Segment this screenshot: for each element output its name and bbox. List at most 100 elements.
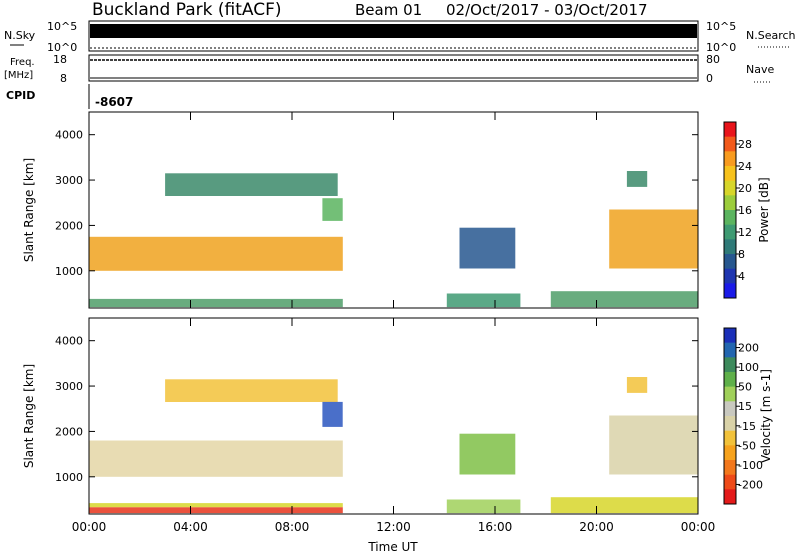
- power-panel-region-6: [550, 291, 698, 308]
- nsearch-tick-bottom: 10^0: [706, 41, 736, 54]
- power-panel-colorbar-seg-0: [724, 122, 736, 137]
- velocity-data-layer: [89, 377, 698, 514]
- station-title: Buckland Park (fitACF): [92, 0, 282, 20]
- cpid-label: CPID: [6, 89, 35, 102]
- power-panel-colorbar-seg-3: [724, 166, 736, 181]
- power-panel-colorbar-seg-1: [724, 136, 736, 152]
- power-panel-frame: [88, 111, 699, 309]
- velocity-panel-region-8: [609, 415, 698, 475]
- velocity-panel-region-0: [89, 507, 343, 514]
- power-panel-cbtick-label-5: 8: [738, 248, 745, 261]
- power-panel-region-1: [89, 236, 343, 271]
- time-x-axis: 00:00 04:00 08:00 12:00 16:00 20:00 00:00: [72, 520, 716, 534]
- velocity-panel-cbtick-label-3: 15: [738, 400, 752, 413]
- nave-tick-top: 80: [706, 53, 720, 66]
- power-panel-cbtick-label-3: 16: [738, 204, 752, 217]
- velocity-panel-ytick-label-2: 3000: [55, 380, 83, 393]
- nsky-trace: [90, 24, 697, 38]
- freq-tick-bottom: 8: [60, 72, 67, 85]
- power-panel-colorbar-seg-4: [724, 180, 736, 196]
- cpid-strip: CPID -8607: [6, 84, 133, 109]
- power-panel-cbtick-label-0: 28: [738, 138, 752, 151]
- velocity-panel-colorbar-seg-10: [724, 474, 736, 490]
- velocity-panel-colorbar-seg-2: [724, 357, 736, 373]
- velocity-colorbar: 200 100 50 15 -15 -50 -100 -200: [723, 327, 763, 505]
- velocity-panel-cbtick-label-6: -100: [738, 459, 763, 472]
- power-colorbar-label: Power [dB]: [757, 177, 771, 242]
- power-panel-colorbar-seg-2: [724, 151, 736, 167]
- power-panel-ytick-label-2: 3000: [55, 174, 83, 187]
- nsky-label: N.Sky: [4, 29, 36, 42]
- power-panel-ytick-label-1: 2000: [55, 219, 83, 232]
- freq-tick-top: 18: [53, 53, 67, 66]
- velocity-panel-region-6: [459, 433, 516, 475]
- power-panel-ytick-label-3: 4000: [55, 129, 83, 142]
- power-panel-colorbar-seg-7: [724, 224, 736, 240]
- velocity-panel-ytick-label-1: 2000: [55, 425, 83, 438]
- velocity-panel-ytick-label-3: 4000: [55, 335, 83, 348]
- velocity-panel-region-4: [322, 401, 343, 427]
- velocity-panel-region-3: [165, 379, 338, 402]
- freq-label: Freq.: [10, 57, 35, 68]
- nsearch-tick-top: 10^5: [706, 20, 736, 33]
- power-panel: 1000 2000 3000 4000 Slant Range [km] 28 24 20…: [22, 111, 771, 309]
- power-panel-colorbar-seg-10: [724, 268, 736, 284]
- power-panel-cbtick-label-2: 20: [738, 182, 752, 195]
- nave-label: Nave: [746, 63, 774, 76]
- power-panel-region-5: [459, 227, 516, 269]
- power-panel-cbtick-label-4: 12: [738, 226, 752, 239]
- velocity-panel-colorbar-seg-7: [724, 430, 736, 446]
- power-panel-colorbar-seg-5: [724, 195, 736, 211]
- velocity-panel-region-9: [626, 377, 648, 393]
- power-panel-cbtick-label-1: 24: [738, 160, 752, 173]
- velocity-panel-colorbar-seg-5: [724, 401, 736, 417]
- x-tick-label-2: 08:00: [275, 520, 310, 534]
- velocity-panel-region-2: [89, 440, 343, 477]
- power-panel-cbtick-label-6: 4: [738, 270, 745, 283]
- velocity-panel-colorbar-frame: [723, 327, 737, 505]
- x-tick-label-5: 20:00: [579, 520, 614, 534]
- beam-label: Beam 01: [355, 1, 422, 19]
- power-panel-region-7: [609, 209, 698, 269]
- x-tick-label-0: 00:00: [72, 520, 107, 534]
- power-panel-region-0: [89, 298, 343, 308]
- velocity-panel-ytick-label-0: 1000: [55, 471, 83, 484]
- x-tick-label-6: 00:00: [681, 520, 716, 534]
- velocity-panel-colorbar-seg-0: [724, 328, 736, 343]
- x-tick-label-3: 12:00: [376, 520, 411, 534]
- velocity-panel-cbtick-label-4: -15: [738, 420, 756, 433]
- power-colorbar: 28 24 20 16 12 8 4: [723, 121, 752, 299]
- velocity-panel-region-5: [446, 499, 521, 514]
- velocity-panel-cbtick-label-7: -200: [738, 478, 763, 491]
- power-panel-colorbar-seg-8: [724, 239, 736, 255]
- power-panel-region-4: [446, 293, 521, 308]
- velocity-ylabel: Slant Range [km]: [22, 364, 36, 468]
- velocity-panel-colorbar-seg-9: [724, 460, 736, 475]
- velocity-panel-colorbar-seg-6: [724, 416, 736, 431]
- x-tick-label-4: 16:00: [478, 520, 513, 534]
- velocity-panel-colorbar-seg-11: [724, 489, 736, 505]
- power-y-axis: 1000 2000 3000 4000: [55, 112, 699, 308]
- cpid-value: -8607: [95, 95, 133, 109]
- velocity-panel-cbtick-label-1: 100: [738, 361, 759, 374]
- date-range: 02/Oct/2017 - 03/Oct/2017: [446, 1, 648, 19]
- velocity-panel: 1000 2000 3000 4000 00:00 04:00 08:00 12:00 16:…: [22, 317, 773, 554]
- velocity-panel-colorbar-seg-3: [724, 372, 736, 387]
- power-panel-region-8: [626, 171, 648, 187]
- power-panel-colorbar-seg-11: [724, 283, 736, 299]
- velocity-panel-cbtick-label-5: -50: [738, 439, 756, 452]
- x-tick-label-1: 04:00: [173, 520, 208, 534]
- freq-unit-label: [MHz]: [4, 70, 33, 81]
- freq-strip: Freq. [MHz] 18 8 80 0 Nave: [4, 53, 774, 85]
- power-panel-region-2: [165, 173, 338, 196]
- power-data-layer: [89, 171, 698, 308]
- power-panel-colorbar-seg-6: [724, 210, 736, 225]
- velocity-colorbar-label: Velocity [m s-1]: [759, 369, 773, 463]
- nave-tick-bottom: 0: [706, 72, 713, 85]
- power-panel-ytick-label-0: 1000: [55, 265, 83, 278]
- power-ylabel: Slant Range [km]: [22, 158, 36, 262]
- velocity-panel-colorbar-seg-8: [724, 445, 736, 461]
- velocity-panel-colorbar-seg-4: [724, 386, 736, 402]
- nsky-tick-bottom: 10^0: [47, 41, 77, 54]
- nsearch-label: N.Search: [746, 29, 796, 42]
